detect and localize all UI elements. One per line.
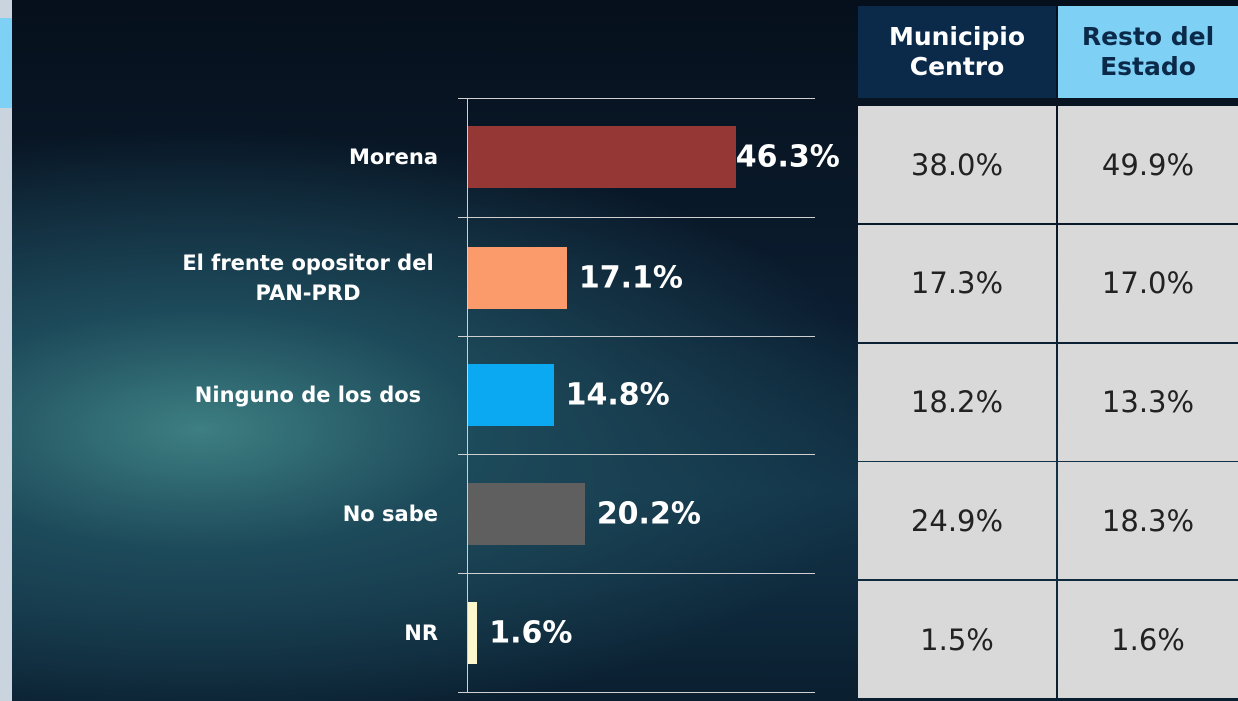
category-label: El frente opositor del PAN-PRD (182, 251, 434, 306)
table-cell: 17.0% (1058, 224, 1238, 342)
bar (468, 364, 554, 426)
side-strip-accent (0, 18, 12, 108)
row-separator (458, 454, 815, 456)
bar (468, 601, 478, 664)
table-cell: 24.9% (858, 462, 1056, 580)
table-cell: 18.2% (858, 343, 1056, 461)
table-cell: 38.0% (858, 106, 1056, 223)
value-label: 14.8% (565, 377, 670, 413)
table-cell: 17.3% (858, 224, 1056, 342)
table-cell: 13.3% (1058, 343, 1238, 461)
value-label: 20.2% (596, 496, 701, 532)
table-cell: 1.5% (858, 581, 1056, 699)
bar (468, 126, 736, 189)
row-separator (458, 98, 815, 99)
category-label: Ninguno de los dos (194, 383, 422, 407)
table-cell: 49.9% (1058, 106, 1238, 223)
axis-line (467, 98, 468, 692)
value-label: 17.1% (578, 260, 683, 296)
row-separator (458, 335, 815, 337)
value-label: 46.3% (735, 139, 840, 175)
category-label: NR (404, 620, 438, 645)
table-header: Municipio Centro (858, 6, 1056, 98)
bar (468, 482, 585, 545)
value-label: 1.6% (489, 615, 573, 651)
category-label: No sabe (342, 501, 438, 526)
table-header: Resto del Estado (1058, 6, 1238, 98)
row-separator (458, 573, 815, 575)
row-separator (458, 216, 815, 218)
category-label: Morena (348, 145, 438, 170)
bar (468, 247, 567, 310)
row-separator (458, 692, 815, 693)
table-cell: 18.3% (1058, 462, 1238, 580)
table-cell: 1.6% (1058, 581, 1238, 699)
side-strip (0, 0, 12, 701)
